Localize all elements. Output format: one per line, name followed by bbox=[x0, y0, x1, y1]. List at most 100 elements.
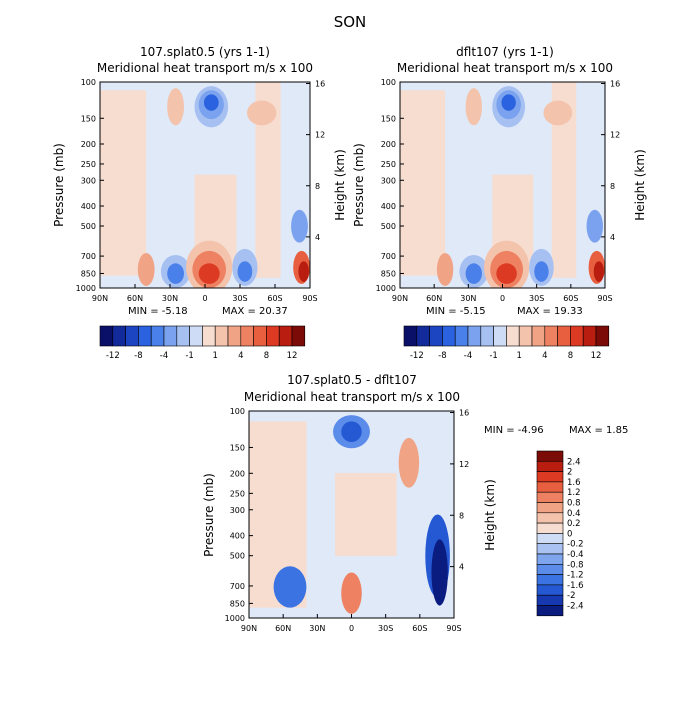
colorbar-swatch bbox=[531, 325, 546, 347]
colorbar-swatch bbox=[506, 325, 520, 347]
x-tick-label: 60S bbox=[563, 294, 578, 303]
colorbar-label: -0.4 bbox=[567, 550, 584, 560]
panel-1-max: MAX = 20.37 bbox=[222, 306, 288, 317]
x-tick-label: 60N bbox=[275, 624, 291, 633]
y2-tick-label: 16 bbox=[459, 409, 469, 418]
field-neg-blob bbox=[291, 209, 308, 243]
colorbar-swatch bbox=[189, 325, 203, 347]
colorbar-swatch bbox=[429, 325, 443, 347]
field-pos-blob bbox=[341, 572, 362, 614]
y2-tick-label: 4 bbox=[459, 563, 464, 572]
x-tick-label: 90S bbox=[597, 294, 612, 303]
colorbar-label: -1 bbox=[489, 351, 497, 361]
colorbar-swatch bbox=[536, 512, 564, 524]
colorbar-swatch bbox=[416, 325, 430, 347]
panel-1-title: 107.splat0.5 (yrs 1-1) bbox=[140, 45, 270, 59]
colorbar-label: -0.8 bbox=[567, 560, 584, 570]
colorbar-label: -2 bbox=[567, 591, 575, 601]
y-tick-label: 100 bbox=[81, 78, 96, 87]
field-pos-region bbox=[100, 90, 147, 276]
y-tick-label: 850 bbox=[81, 269, 96, 278]
x-tick-label: 60N bbox=[127, 294, 143, 303]
field-pos-blob bbox=[167, 88, 185, 126]
x-tick-label: 0 bbox=[349, 624, 354, 633]
colorbar-label: -4 bbox=[160, 351, 168, 361]
colorbar-label: -1.6 bbox=[567, 581, 584, 591]
colorbar-swatch bbox=[518, 325, 533, 347]
colorbar-swatch bbox=[403, 325, 418, 347]
colorbar-swatch bbox=[536, 584, 564, 596]
field-pos-region bbox=[400, 90, 446, 276]
field-neg-blob bbox=[341, 421, 362, 443]
colorbar-swatch bbox=[544, 325, 558, 347]
colorbar-label: -2.4 bbox=[567, 602, 584, 612]
panel-3-ylabel: Pressure (mb) bbox=[202, 473, 216, 557]
colorbar-swatch bbox=[536, 543, 564, 555]
x-tick-label: 30S bbox=[378, 624, 393, 633]
colorbar-swatch bbox=[536, 605, 564, 617]
colorbar-label: -8 bbox=[438, 351, 446, 361]
y-tick-label: 1000 bbox=[376, 284, 396, 293]
y2-tick-label: 8 bbox=[315, 182, 320, 191]
colorbar-label: 0.8 bbox=[567, 499, 581, 509]
colorbar-label: 0.2 bbox=[567, 519, 581, 529]
x-tick-label: 30N bbox=[460, 294, 476, 303]
colorbar-label: -0.2 bbox=[567, 540, 584, 550]
y-tick-label: 1000 bbox=[76, 284, 96, 293]
panel-3-field bbox=[249, 411, 454, 618]
colorbar-swatch bbox=[291, 325, 306, 347]
field-pos-blob bbox=[247, 100, 277, 126]
y-tick-label: 200 bbox=[230, 469, 245, 478]
colorbar-swatch bbox=[278, 325, 293, 347]
field-pos-blob bbox=[198, 263, 220, 284]
y-tick-label: 200 bbox=[381, 140, 396, 149]
colorbar-swatch bbox=[536, 481, 564, 493]
y2-tick-label: 12 bbox=[315, 131, 325, 140]
field-pos-blob bbox=[436, 252, 454, 286]
x-tick-label: 90S bbox=[302, 294, 317, 303]
panel-1-axes: 90N 60N 30N 0 30S 60S 90S 100 150 200 250 300 400 500… bbox=[76, 78, 326, 303]
x-tick-label: 90N bbox=[92, 294, 108, 303]
panel-1-subtitle: Meridional heat transport m/s x 100 bbox=[97, 61, 313, 75]
colorbar-label: 4 bbox=[542, 351, 547, 361]
y-tick-label: 100 bbox=[230, 407, 245, 416]
colorbar-label: 8 bbox=[264, 351, 269, 361]
colorbar-label: -8 bbox=[134, 351, 142, 361]
y-tick-label: 300 bbox=[230, 506, 245, 515]
y-tick-label: 150 bbox=[230, 443, 245, 452]
colorbar-swatch bbox=[227, 325, 242, 347]
y-tick-label: 850 bbox=[381, 269, 396, 278]
colorbar-swatch bbox=[163, 325, 178, 347]
field-pos-blob bbox=[137, 252, 155, 286]
x-tick-label: 90S bbox=[446, 624, 461, 633]
y-tick-label: 1000 bbox=[225, 614, 245, 623]
colorbar-swatch bbox=[442, 325, 456, 347]
colorbar-swatch bbox=[536, 522, 564, 534]
field-pos-blob bbox=[398, 437, 420, 488]
colorbar-label: 4 bbox=[238, 351, 243, 361]
y-tick-label: 250 bbox=[381, 160, 396, 169]
colorbar-swatch bbox=[536, 460, 564, 472]
y2-tick-label: 16 bbox=[315, 80, 325, 89]
panel-3-subtitle: Meridional heat transport m/s x 100 bbox=[244, 390, 460, 404]
y-tick-label: 300 bbox=[81, 176, 96, 185]
y2-tick-label: 8 bbox=[459, 511, 464, 520]
y-tick-label: 700 bbox=[81, 252, 96, 261]
y-tick-label: 250 bbox=[81, 160, 96, 169]
panel-2-axes: 90N 60N 30N 0 30S 60S 90S 100 150 200 250 300 400 500… bbox=[376, 78, 621, 303]
colorbar-label: 8 bbox=[568, 351, 573, 361]
colorbar-swatch bbox=[536, 594, 564, 606]
panel-2-subtitle: Meridional heat transport m/s x 100 bbox=[397, 61, 613, 75]
colorbar-swatch bbox=[493, 325, 507, 347]
colorbar-label: -12 bbox=[106, 351, 120, 361]
colorbar-swatch bbox=[202, 325, 216, 347]
colorbar-swatch bbox=[536, 563, 564, 575]
colorbar-swatch bbox=[480, 325, 494, 347]
colorbar-swatch bbox=[138, 325, 152, 347]
colorbar-label: -1 bbox=[185, 351, 193, 361]
field-neg-blob bbox=[237, 261, 253, 282]
panel-3-y2label: Height (km) bbox=[483, 479, 497, 550]
colorbar-swatch bbox=[536, 533, 564, 545]
colorbar-swatch bbox=[595, 325, 610, 347]
field-pos-blob bbox=[298, 261, 309, 282]
